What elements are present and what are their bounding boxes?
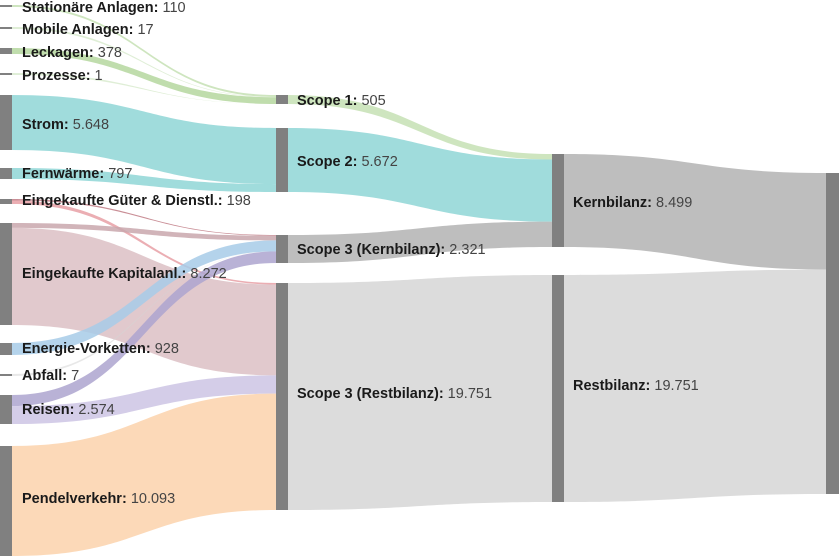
node-value-mobile: 17 (137, 22, 153, 38)
node-value-prozesse: 1 (95, 68, 103, 84)
node-value-scope3r: 19.751 (448, 386, 492, 402)
node-name-prozesse: Prozesse (22, 68, 86, 84)
node-value-kapital: 8.272 (190, 266, 226, 282)
node-bar-total (826, 173, 839, 494)
node-bar-scope1 (276, 95, 288, 104)
node-value-leckagen: 378 (98, 45, 122, 61)
node-name-kapital: Eingekaufte Kapitalanl. (22, 266, 182, 282)
node-name-pendel: Pendelverkehr (22, 491, 122, 507)
node-value-stationaer: 110 (162, 0, 185, 16)
node-name-scope2: Scope 2 (297, 154, 353, 170)
node-label-fernwaerme: Fernwärme: 797 (22, 166, 132, 182)
node-value-pendel: 10.093 (131, 491, 175, 507)
node-label-leckagen: Leckagen: 378 (22, 45, 122, 61)
link-reisen-to-scope3k (12, 251, 276, 407)
node-value-abfall: 7 (71, 368, 79, 384)
node-label-scope3r: Scope 3 (Restbilanz): 19.751 (297, 386, 492, 402)
link-scope2-to-kern (288, 128, 552, 222)
node-label-gueter: Eingekaufte Güter & Dienstl.: 198 (22, 193, 251, 209)
node-label-kapital: Eingekaufte Kapitalanl.: 8.272 (22, 266, 227, 282)
node-label-reisen: Reisen: 2.574 (22, 402, 115, 418)
node-value-gueter: 198 (227, 193, 251, 209)
node-bar-prozesse (0, 73, 12, 75)
node-name-mobile: Mobile Anlagen (22, 22, 129, 38)
link-pendel-to-scope3r (12, 393, 276, 556)
node-value-scope2: 5.672 (361, 154, 397, 170)
node-bar-gueter (0, 199, 12, 204)
node-label-kern: Kernbilanz: 8.499 (573, 195, 692, 211)
node-label-stationaer: Stationäre Anlagen: 110 (22, 0, 186, 16)
node-name-strom: Strom (22, 117, 64, 133)
node-name-rest: Restbilanz (573, 378, 646, 394)
node-value-energie: 928 (155, 341, 179, 357)
node-label-energie: Energie-Vorketten: 928 (22, 341, 179, 357)
link-fernwaerme-to-scope2 (12, 168, 276, 192)
node-bar-strom (0, 95, 12, 150)
node-label-scope2: Scope 2: 5.672 (297, 154, 398, 170)
node-bar-scope2 (276, 128, 288, 192)
node-name-fernwaerme: Fernwärme (22, 166, 99, 182)
node-value-rest: 19.751 (654, 378, 698, 394)
node-bar-pendel (0, 446, 12, 556)
node-bar-kapital (0, 223, 12, 325)
node-bar-scope3r (276, 283, 288, 510)
link-strom-to-scope2 (12, 95, 276, 185)
node-label-abfall: Abfall: 7 (22, 368, 79, 384)
node-label-rest: Restbilanz: 19.751 (573, 378, 699, 394)
link-reisen-to-scope3r (12, 375, 276, 424)
node-label-strom: Strom: 5.648 (22, 117, 109, 133)
node-name-reisen: Reisen (22, 402, 70, 418)
link-energie-to-scope3k (12, 240, 276, 355)
node-label-pendel: Pendelverkehr: 10.093 (22, 491, 175, 507)
node-name-abfall: Abfall (22, 368, 62, 384)
node-value-kern: 8.499 (656, 195, 692, 211)
node-bar-scope3k (276, 235, 288, 263)
node-bar-stationaer (0, 5, 12, 7)
link-kern-to-total (564, 154, 826, 270)
link-scope1-to-kern (288, 95, 552, 160)
node-label-prozesse: Prozesse: 1 (22, 68, 103, 84)
link-scope3r-to-rest (288, 275, 552, 510)
node-bar-abfall (0, 374, 12, 376)
sankey-labels: Stationäre Anlagen: 110 Mobile Anlagen: 1… (22, 0, 699, 507)
node-label-mobile: Mobile Anlagen: 17 (22, 22, 154, 38)
node-name-scope3k: Scope 3 (Kernbilanz) (297, 242, 441, 258)
node-label-scope1: Scope 1: 505 (297, 93, 386, 109)
link-stationaer-to-scope1 (12, 5, 276, 97)
node-name-scope3r: Scope 3 (Restbilanz) (297, 386, 439, 402)
link-leckagen-to-scope1 (12, 48, 276, 104)
node-value-reisen: 2.574 (78, 402, 114, 418)
node-bar-leckagen (0, 48, 12, 54)
node-value-strom: 5.648 (73, 117, 109, 133)
node-name-leckagen: Leckagen (22, 45, 89, 61)
node-bar-reisen (0, 395, 12, 424)
node-name-kern: Kernbilanz (573, 195, 647, 211)
sankey-links (12, 5, 826, 556)
link-gueter-to-scope3k (12, 199, 276, 236)
link-scope3k-to-kern (288, 221, 552, 263)
link-gueter-to-scope3r (12, 200, 276, 285)
link-prozesse-to-scope1 (12, 73, 276, 104)
node-bar-rest (552, 275, 564, 502)
link-kapital-to-scope3k (12, 223, 276, 241)
node-bar-energie (0, 343, 12, 355)
node-bar-fernwaerme (0, 168, 12, 179)
node-value-scope3k: 2.321 (449, 242, 485, 258)
node-bar-mobile (0, 27, 12, 29)
link-rest-to-total (564, 269, 826, 502)
node-name-stationaer: Stationäre Anlagen (22, 0, 154, 16)
node-name-scope1: Scope 1 (297, 93, 353, 109)
node-value-fernwaerme: 797 (108, 166, 132, 182)
sankey-nodes (0, 5, 839, 556)
link-mobile-to-scope1 (12, 27, 276, 98)
node-name-gueter: Eingekaufte Güter & Dienstl. (22, 193, 218, 209)
node-label-scope3k: Scope 3 (Kernbilanz): 2.321 (297, 242, 486, 258)
node-value-scope1: 505 (361, 93, 385, 109)
link-abfall-to-scope3k (12, 251, 276, 376)
node-bar-kern (552, 154, 564, 247)
node-name-energie: Energie-Vorketten (22, 341, 146, 357)
